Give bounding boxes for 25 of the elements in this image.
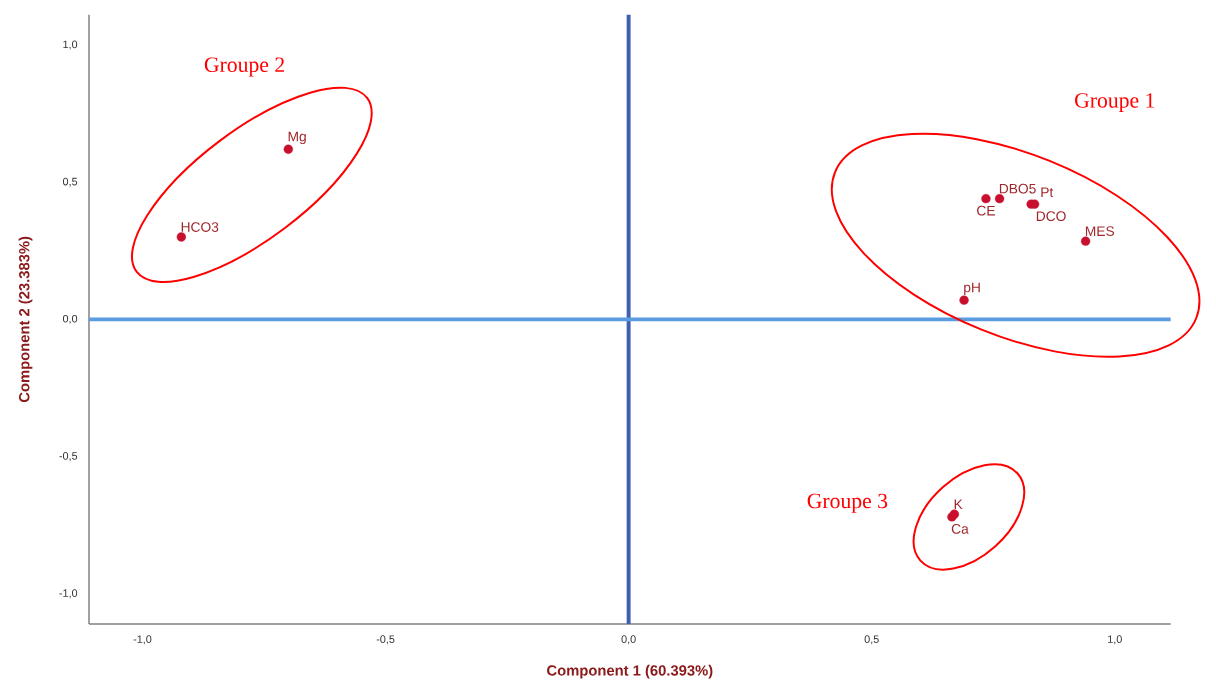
series-label: DCO [1036,211,1066,221]
annotation: Groupe 2 [204,57,284,77]
annotation: Groupe 1 [1075,93,1155,113]
series-label: MES [1085,226,1115,236]
series-label: HCO3 [181,222,219,232]
series-label: pH [964,282,980,295]
annotation: Groupe 3 [807,493,888,513]
x-tick-label: 0,0 [621,635,636,645]
x-tick-label: -1,0 [133,635,152,645]
series-label: Mg [288,131,306,145]
series-label: K [954,499,963,509]
y-axis-title: Component 2 (23.383%) [18,236,33,403]
series-label: Ca [951,523,969,534]
y-tick-label: 0,0 [62,314,78,324]
x-tick-label: 0,5 [864,635,879,645]
series-label: CE [977,205,995,216]
y-tick-label: -0,5 [59,452,78,461]
x-tick-label: -0,5 [376,635,395,645]
x-axis-title: Component 1 (60.393%) [547,664,713,679]
series-label: DBO5 [999,183,1036,194]
y-tick-label: -1,0 [59,589,78,599]
series-label: Pt [1041,187,1054,197]
x-tick-label: 1,0 [1108,635,1122,645]
y-tick-label: 1,0 [63,40,78,50]
y-tick-label: 0,5 [62,177,78,187]
